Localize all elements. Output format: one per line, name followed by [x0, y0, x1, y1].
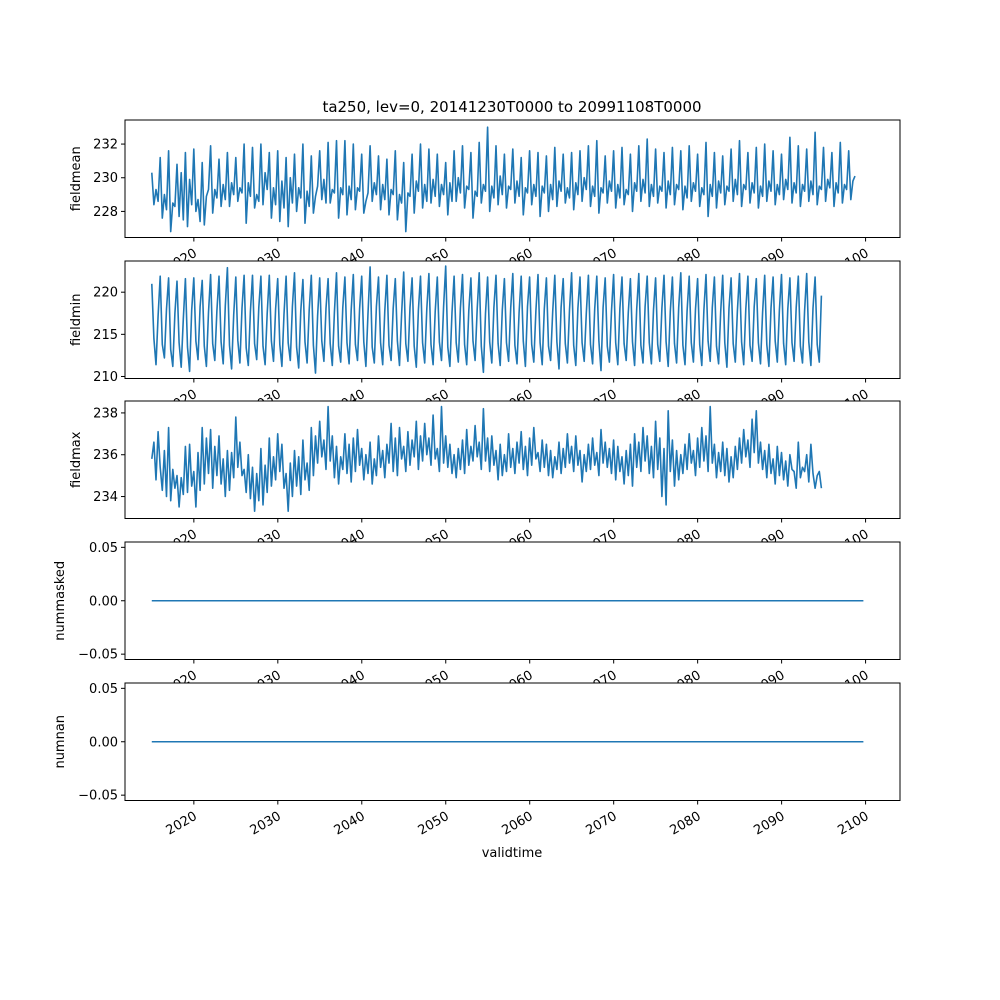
- y-tick-label: 0.05: [89, 682, 118, 697]
- y-tick-label: 230: [93, 171, 118, 186]
- y-axis-label: fieldmin: [69, 293, 84, 346]
- y-tick-label: 238: [93, 406, 118, 421]
- series-line-fieldmean: [151, 126, 856, 233]
- y-tick-label: −0.05: [78, 789, 118, 804]
- y-axis-label: numnan: [53, 715, 68, 769]
- y-tick-label: 234: [93, 490, 118, 505]
- y-tick-label: 236: [93, 448, 118, 463]
- axes-frame: [124, 400, 901, 519]
- series-line-fieldmax: [151, 405, 823, 513]
- chart-title: ta250, lev=0, 20141230T0000 to 20991108T…: [322, 98, 701, 116]
- axes-frame: [124, 119, 901, 238]
- series-line-fieldmin: [151, 265, 823, 374]
- y-tick-label: −0.05: [78, 648, 118, 663]
- y-axis-label: fieldmean: [69, 146, 84, 211]
- y-tick-label: 210: [93, 370, 118, 385]
- y-tick-label: 228: [93, 205, 118, 220]
- y-tick-label: 0.00: [89, 735, 118, 750]
- y-axis-label: nummasked: [53, 561, 68, 641]
- y-tick-label: 215: [93, 328, 118, 343]
- plot-area: [125, 120, 900, 238]
- y-axis-label: fieldmax: [69, 431, 84, 488]
- axes-frame: [124, 260, 901, 379]
- y-tick-label: 0.00: [89, 594, 118, 609]
- y-tick-label: 220: [93, 286, 118, 301]
- x-axis-label: validtime: [482, 846, 543, 861]
- y-tick-label: 0.05: [89, 541, 118, 556]
- y-tick-label: 232: [93, 138, 118, 153]
